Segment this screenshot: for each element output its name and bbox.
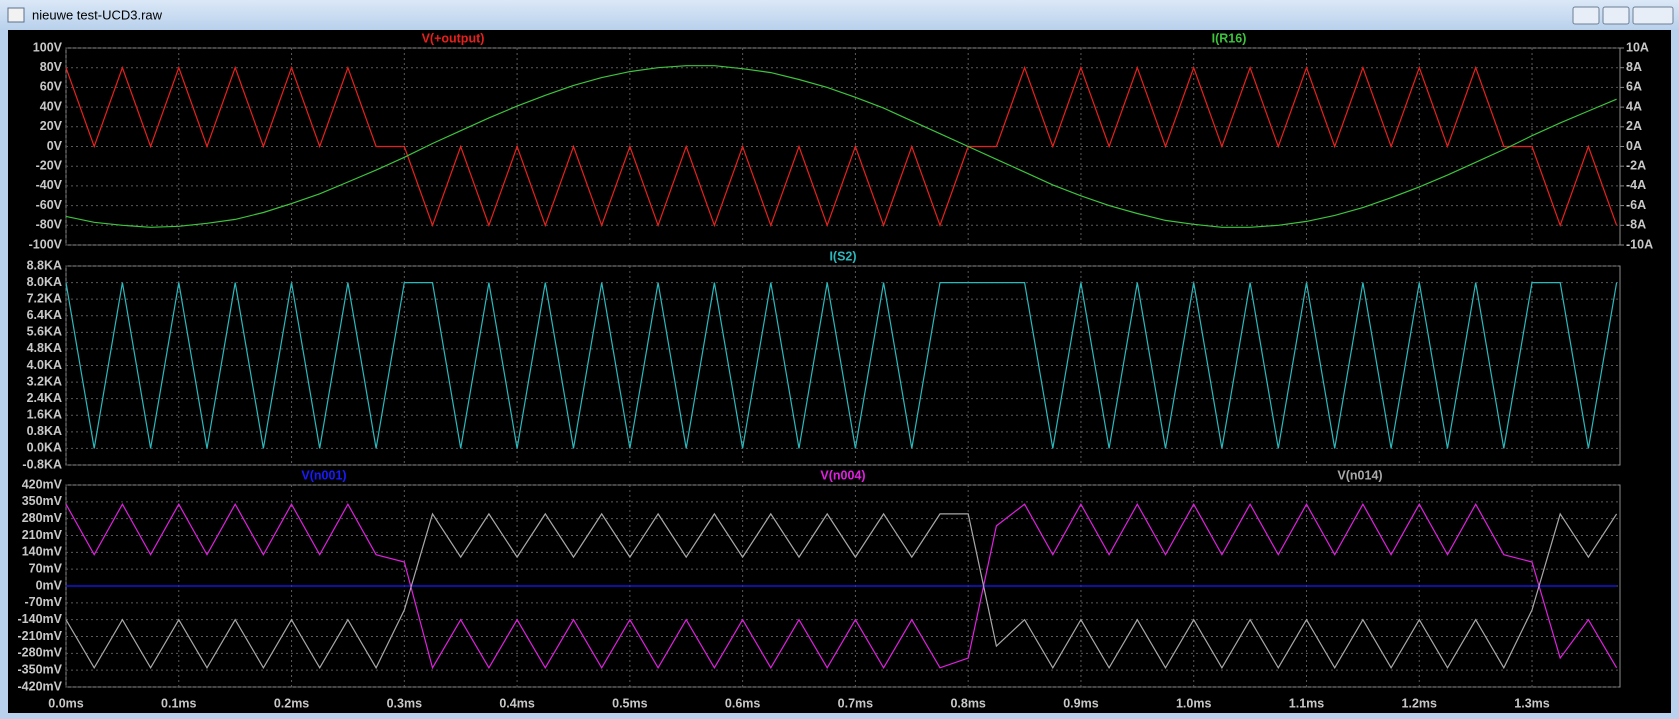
x-tick-label: 0.3ms <box>387 696 422 710</box>
trace <box>65 65 1617 228</box>
x-tick-label: 0.5ms <box>612 696 647 710</box>
y2-tick-label: -4A <box>1626 178 1646 192</box>
y2-tick-label: 2A <box>1626 119 1642 133</box>
x-tick-label: 1.2ms <box>1402 696 1437 710</box>
trace-name: V(n001) <box>301 468 346 482</box>
y-tick-label: -40V <box>36 178 63 192</box>
y-tick-label: 2.4KA <box>27 391 62 405</box>
y2-tick-label: 10A <box>1626 40 1649 54</box>
minimize-button[interactable] <box>1572 6 1600 25</box>
y-tick-label: -60V <box>36 198 63 212</box>
trace-name: V(+output) <box>422 31 485 45</box>
y2-tick-label: -8A <box>1626 218 1646 232</box>
trace-name: V(n004) <box>820 468 865 482</box>
x-tick-label: 1.3ms <box>1514 696 1549 710</box>
y-tick-label: -420mV <box>18 679 63 693</box>
close-button[interactable] <box>1632 6 1674 25</box>
x-tick-label: 0.7ms <box>838 696 873 710</box>
y-tick-label: 0mV <box>36 578 63 592</box>
y-tick-label: 20V <box>40 119 63 133</box>
trace-name: I(R16) <box>1212 31 1247 45</box>
y-tick-label: -70mV <box>24 595 62 609</box>
trace <box>65 512 1618 670</box>
y-tick-label: 80V <box>40 60 63 74</box>
y-tick-label: -280mV <box>18 646 63 660</box>
y-tick-label: 3.2KA <box>27 374 62 388</box>
y-tick-label: -80V <box>36 218 63 232</box>
y-tick-label: 280mV <box>22 511 63 525</box>
x-tick-label: 0.9ms <box>1063 696 1098 710</box>
y-tick-label: 420mV <box>22 477 63 491</box>
y-tick-label: 5.6KA <box>27 325 62 339</box>
trace <box>65 65 1618 228</box>
x-tick-label: 0.4ms <box>499 696 534 710</box>
app-icon <box>7 7 25 23</box>
x-tick-label: 0.6ms <box>725 696 760 710</box>
y-tick-label: 210mV <box>22 528 63 542</box>
y2-tick-label: 0A <box>1626 139 1642 153</box>
window-title: nieuwe test-UCD3.raw <box>32 7 163 22</box>
y2-tick-label: -2A <box>1626 158 1646 172</box>
y-tick-label: 4.0KA <box>27 358 62 372</box>
maximize-button[interactable] <box>1602 6 1630 25</box>
y-tick-label: 140mV <box>22 545 63 559</box>
x-tick-label: 1.0ms <box>1176 696 1211 710</box>
y-tick-label: -0.8KA <box>22 457 62 471</box>
y-tick-label: -210mV <box>18 629 63 643</box>
y-tick-label: 0.8KA <box>27 424 62 438</box>
trace-name: I(S2) <box>829 249 856 263</box>
y-tick-label: 0V <box>47 139 63 153</box>
y-tick-label: 350mV <box>22 494 63 508</box>
y-tick-label: -100V <box>29 237 63 251</box>
y-tick-label: -20V <box>36 158 63 172</box>
title-bar <box>0 0 1679 30</box>
trace <box>65 282 1618 449</box>
x-tick-label: 0.2ms <box>274 696 309 710</box>
y-tick-label: -350mV <box>18 662 63 676</box>
y2-tick-label: 8A <box>1626 60 1642 74</box>
y2-tick-label: 6A <box>1626 80 1642 94</box>
y-tick-label: 8.0KA <box>27 275 62 289</box>
y2-tick-label: -10A <box>1626 237 1653 251</box>
trace <box>65 502 1618 670</box>
y-tick-label: 40V <box>40 99 63 113</box>
x-tick-label: 0.0ms <box>48 696 83 710</box>
x-tick-label: 1.1ms <box>1289 696 1324 710</box>
y-tick-label: -140mV <box>18 612 63 626</box>
y-tick-label: 6.4KA <box>27 308 62 322</box>
y-tick-label: 4.8KA <box>27 341 62 355</box>
y-tick-label: 8.8KA <box>27 258 62 272</box>
y2-tick-label: -6A <box>1626 198 1646 212</box>
y-tick-label: 60V <box>40 80 63 94</box>
y-tick-label: 1.6KA <box>27 408 62 422</box>
x-tick-label: 0.8ms <box>950 696 985 710</box>
y-tick-label: 70mV <box>29 561 63 575</box>
y-tick-label: 0.0KA <box>27 441 62 455</box>
trace-name: V(n014) <box>1337 468 1382 482</box>
y-tick-label: 100V <box>33 40 63 54</box>
x-tick-label: 0.1ms <box>161 696 196 710</box>
y2-tick-label: 4A <box>1626 99 1642 113</box>
y-tick-label: 7.2KA <box>27 291 62 305</box>
